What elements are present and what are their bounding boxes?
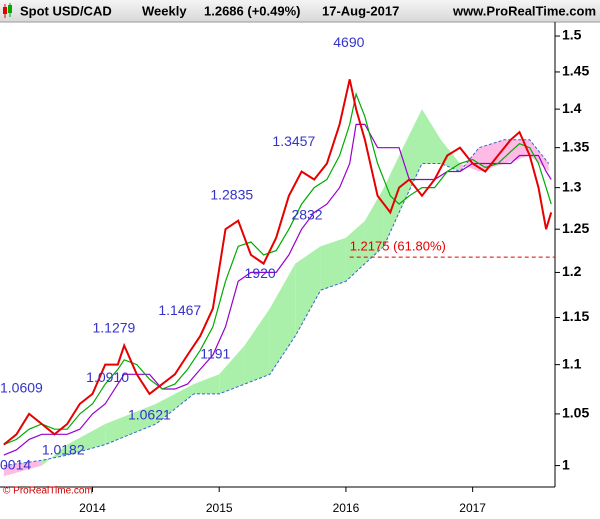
series-line bbox=[3, 92, 552, 446]
site: www.ProRealTime.com bbox=[452, 3, 596, 18]
source: © ProRealTime.com bbox=[3, 486, 93, 497]
series-line bbox=[3, 79, 553, 446]
cloud-segment bbox=[105, 403, 156, 445]
annotation: 1.3457 bbox=[272, 133, 315, 149]
header-bar bbox=[0, 0, 600, 22]
header-icon bbox=[3, 3, 12, 18]
y-tick-label: 1.25 bbox=[562, 220, 589, 236]
cloud-segment bbox=[3, 460, 42, 477]
annotation: 1.0910 bbox=[86, 369, 129, 385]
annotation: 1.1279 bbox=[93, 319, 136, 335]
date: 17-Aug-2017 bbox=[322, 3, 399, 18]
annotation: 0014 bbox=[0, 456, 31, 472]
x-tick-label: 2016 bbox=[333, 501, 360, 515]
period: Weekly bbox=[142, 3, 187, 18]
y-tick-label: 1.5 bbox=[562, 27, 582, 43]
y-tick-label: 1.4 bbox=[562, 100, 582, 116]
cloud-segment bbox=[478, 139, 505, 172]
annotation: 1920 bbox=[245, 265, 276, 281]
y-tick-label: 1.2 bbox=[562, 263, 582, 279]
cloud-segment bbox=[219, 345, 245, 394]
cloud-segment bbox=[421, 109, 441, 164]
y-tick-label: 1.3 bbox=[562, 178, 582, 194]
annotation: 1.1467 bbox=[158, 302, 201, 318]
y-tick-label: 1.15 bbox=[562, 308, 589, 324]
annotation: 1.0182 bbox=[42, 442, 85, 458]
annotation: 1191 bbox=[200, 346, 230, 362]
y-tick-label: 1.05 bbox=[562, 405, 589, 421]
cloud-segment bbox=[193, 374, 220, 394]
y-tick-label: 1 bbox=[562, 456, 570, 472]
y-tick-label: 1.45 bbox=[562, 63, 589, 79]
cloud-span-b bbox=[3, 139, 550, 467]
annotation: 1.0621 bbox=[128, 407, 171, 423]
cloud-segment bbox=[67, 424, 106, 456]
annotation: 1.2835 bbox=[210, 187, 253, 203]
cloud-segment bbox=[155, 384, 194, 425]
cloud-segment bbox=[41, 444, 68, 466]
cloud-segment bbox=[269, 263, 296, 375]
y-tick-label: 1.1 bbox=[562, 355, 582, 371]
cloud-segment bbox=[295, 246, 321, 337]
cloud-segment bbox=[244, 308, 270, 385]
y-tick-label: 1.35 bbox=[562, 138, 589, 154]
cloud-segment bbox=[364, 187, 384, 264]
symbol: Spot USD/CAD bbox=[20, 3, 112, 18]
cloud-segment bbox=[383, 147, 403, 247]
annotation: 4690 bbox=[333, 34, 364, 50]
cloud-segment bbox=[320, 237, 346, 291]
x-tick-label: 2015 bbox=[206, 501, 233, 515]
series-line bbox=[3, 123, 552, 456]
annotation: 2832 bbox=[291, 206, 322, 222]
cloud-segment bbox=[440, 139, 460, 172]
cloud-segment bbox=[345, 220, 365, 282]
x-tick-label: 2017 bbox=[459, 501, 486, 515]
x-tick-label: 2014 bbox=[79, 501, 106, 515]
annotation: 1.0609 bbox=[0, 380, 43, 396]
quote: 1.2686 (+0.49%) bbox=[204, 3, 300, 18]
retracement-label: 1.2175 (61.80%) bbox=[350, 239, 446, 254]
